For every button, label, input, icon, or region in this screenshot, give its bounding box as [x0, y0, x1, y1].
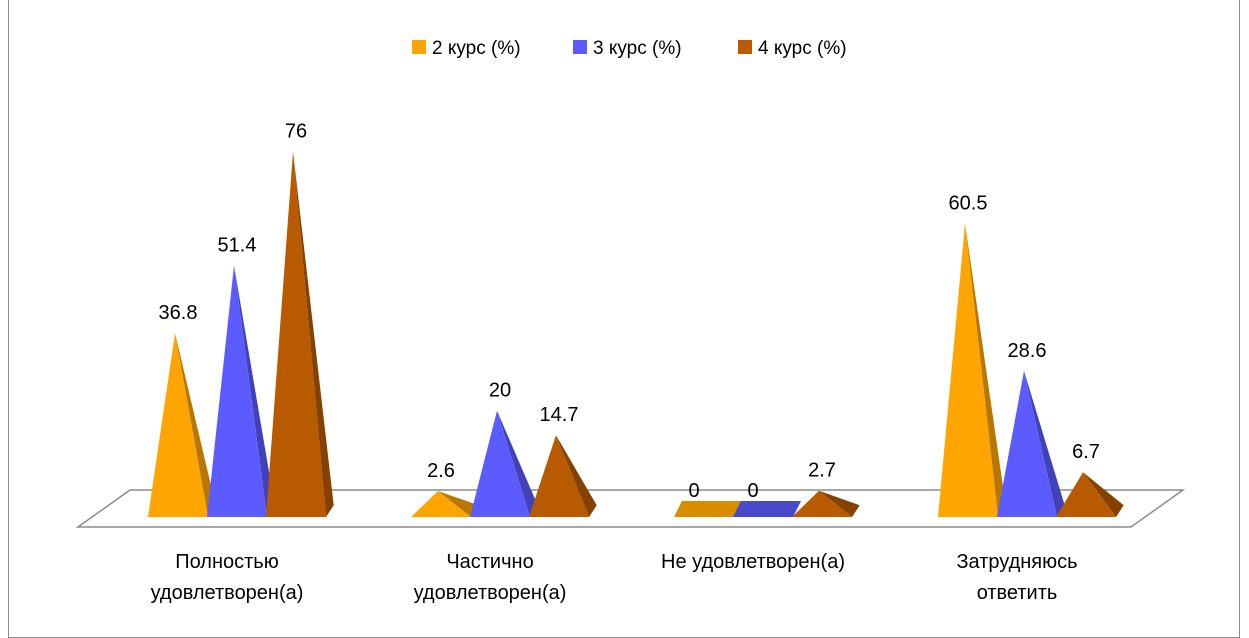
bar-side [819, 490, 860, 517]
chart-floor [75, 489, 1186, 528]
chart-canvas: 2 курс (%) 3 курс (%) 4 курс (%) 36.8 2.6 0 6… [75, 38, 1186, 604]
bar-face [529, 435, 589, 517]
bar-face [792, 490, 852, 517]
legend-swatch [573, 40, 587, 54]
bar-face [997, 370, 1057, 517]
data-label: 2.6 [427, 460, 455, 482]
category-label: удовлетворен(а) [414, 582, 567, 604]
legend: 2 курс (%) 3 курс (%) 4 курс (%) [412, 38, 847, 59]
category-label: Полностью [175, 551, 278, 573]
chart-frame [8, 0, 1240, 638]
bar-side [234, 265, 275, 517]
bar [733, 501, 801, 517]
bar [148, 333, 216, 517]
bar-side [1083, 472, 1124, 517]
bar-side [293, 151, 334, 517]
legend-swatch [412, 40, 426, 54]
category-label: ответить [977, 582, 1058, 604]
category-label: Частично [446, 551, 533, 573]
bar-face [674, 501, 742, 517]
bar [997, 370, 1065, 517]
data-label: 14.7 [540, 404, 579, 426]
data-label: 2.7 [808, 460, 836, 482]
bar-side [1024, 370, 1065, 517]
data-label: 60.5 [949, 192, 988, 214]
bar [470, 410, 538, 517]
data-label: 28.6 [1008, 340, 1047, 362]
data-label: 20 [489, 380, 511, 402]
bar-side [965, 223, 1006, 517]
data-label: 0 [688, 480, 699, 502]
bar-face [733, 501, 801, 517]
data-label: 76 [285, 121, 307, 143]
legend-label: 3 курс (%) [593, 38, 682, 59]
bar [938, 223, 1006, 517]
data-label: 0 [747, 480, 758, 502]
legend-label: 4 курс (%) [758, 38, 847, 59]
bar-face [470, 410, 530, 517]
bar-side [175, 333, 216, 517]
category-label: удовлетворен(а) [151, 582, 304, 604]
data-label: 36.8 [159, 302, 198, 324]
bar-face [266, 151, 326, 517]
bar-face [411, 491, 471, 517]
bar-face [207, 265, 267, 517]
bar [266, 151, 334, 517]
data-label: 6.7 [1072, 441, 1100, 463]
legend-swatch [738, 40, 752, 54]
bar [792, 490, 860, 517]
bar [411, 491, 479, 517]
legend-label: 2 курс (%) [432, 38, 521, 59]
data-label: 51.4 [218, 234, 257, 256]
bar-side [497, 410, 538, 517]
bar-side [556, 435, 597, 517]
bar-face [938, 223, 998, 517]
bar-side [438, 491, 479, 517]
bar [529, 435, 597, 517]
category-label: Затрудняюсь [956, 551, 1077, 573]
bar [1056, 472, 1124, 517]
bar-face [148, 333, 208, 517]
bar [207, 265, 275, 517]
bar [674, 501, 742, 517]
bar-face [1056, 472, 1116, 517]
category-label: Не удовлетворен(а) [661, 551, 845, 573]
